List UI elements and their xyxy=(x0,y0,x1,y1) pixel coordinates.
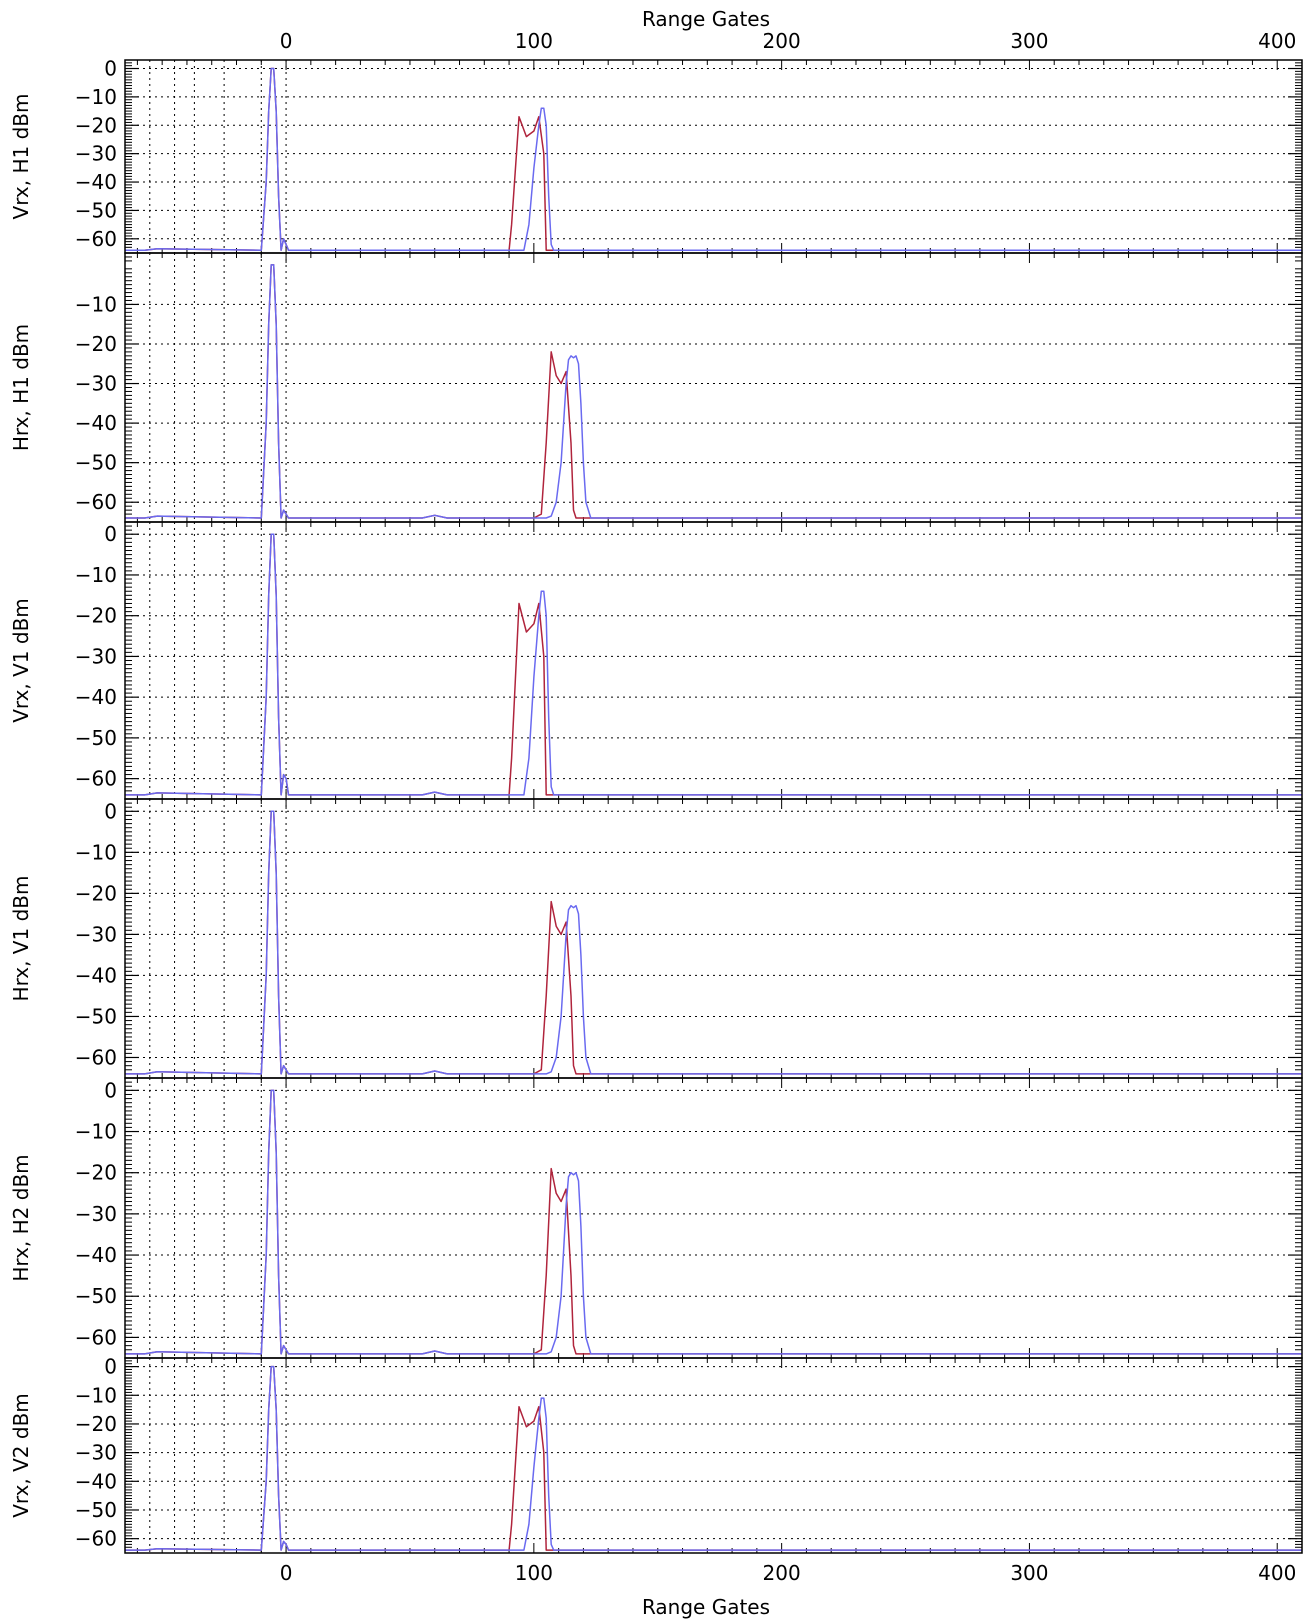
y-tick-label: −50 xyxy=(75,1284,117,1308)
y-tick-label: −60 xyxy=(75,767,117,791)
top-x-tick-label: 100 xyxy=(515,29,553,53)
y-tick-label: −60 xyxy=(75,227,117,251)
y-tick-label: −50 xyxy=(75,451,117,475)
y-tick-label: −40 xyxy=(75,1469,117,1493)
y-tick-label: −20 xyxy=(75,332,117,356)
y-tick-label: −60 xyxy=(75,1527,117,1551)
blue-series-line xyxy=(125,810,1302,1075)
y-tick-label: −10 xyxy=(75,563,117,587)
y-tick-label: −50 xyxy=(75,1498,117,1522)
blue-series-line xyxy=(125,1089,1302,1355)
panel-frame xyxy=(124,1357,1303,1554)
bottom-x-tick-label: 300 xyxy=(1010,1561,1048,1585)
y-tick-label: 0 xyxy=(104,1355,117,1379)
red-series-line xyxy=(125,1365,1302,1551)
y-tick-label: −30 xyxy=(75,372,117,396)
y-axis-label: Hrx, V1 dBm xyxy=(9,876,33,1002)
y-axis-label: Hrx, H1 dBm xyxy=(9,324,33,451)
y-tick-label: −60 xyxy=(75,1325,117,1349)
bottom-x-tick-label: 0 xyxy=(280,1561,293,1585)
panel-5: 0 −10 −20 −30 −40 −50 −60 Hrx, H2 dBm xyxy=(9,1077,1303,1359)
y-tick-label: −10 xyxy=(75,1383,117,1407)
y-tick-label: −10 xyxy=(75,292,117,316)
panel-frame xyxy=(124,798,1303,1079)
panel-2: −10 −20 −30 −40 −50 −60 Hrx, H1 dBm xyxy=(9,252,1303,523)
y-tick-label: −30 xyxy=(75,922,117,946)
top-x-axis-label: Range Gates xyxy=(642,7,770,31)
y-tick-label: −40 xyxy=(75,1243,117,1267)
y-tick-label: 0 xyxy=(104,1078,117,1102)
top-x-tick-label: 300 xyxy=(1010,29,1048,53)
y-tick-label: −40 xyxy=(75,170,117,194)
top-x-tick-label: 0 xyxy=(280,29,293,53)
top-x-tick-label: 200 xyxy=(763,29,801,53)
y-tick-label: −30 xyxy=(75,1202,117,1226)
bottom-x-tick-label: 100 xyxy=(515,1561,553,1585)
y-tick-label: −20 xyxy=(75,604,117,628)
y-tick-label: −50 xyxy=(75,198,117,222)
panel-6: 0 −10 −20 −30 −40 −50 −60 Vrx, V2 dBm xyxy=(9,1355,1303,1554)
blue-series-line xyxy=(125,67,1302,251)
panel-1: 0 −10 −20 −30 −40 −50 −60 Vrx, H1 dBm xyxy=(9,57,1303,254)
blue-series-line xyxy=(125,264,1302,519)
y-tick-label: −40 xyxy=(75,411,117,435)
y-tick-label: −30 xyxy=(75,142,117,166)
y-tick-label: −20 xyxy=(75,113,117,137)
y-axis-label: Vrx, H1 dBm xyxy=(9,94,33,220)
bottom-x-tick-label: 400 xyxy=(1258,1561,1296,1585)
y-tick-label: 0 xyxy=(104,522,117,546)
panel-frame xyxy=(124,59,1303,254)
y-tick-label: 0 xyxy=(104,799,117,823)
y-tick-label: 0 xyxy=(104,57,117,81)
y-tick-label: −20 xyxy=(75,881,117,905)
y-axis-label: Vrx, V2 dBm xyxy=(9,1393,33,1518)
y-tick-label: −20 xyxy=(75,1161,117,1185)
y-tick-label: −60 xyxy=(75,490,117,514)
bottom-x-tick-label: 200 xyxy=(763,1561,801,1585)
y-tick-label: −10 xyxy=(75,1120,117,1144)
red-series-line xyxy=(125,533,1302,796)
y-tick-label: −50 xyxy=(75,1004,117,1028)
y-tick-label: −30 xyxy=(75,1441,117,1465)
red-series-line xyxy=(125,810,1302,1075)
panel-4: 0 −10 −20 −30 −40 −50 −60 Hrx, V1 dBm xyxy=(9,798,1303,1079)
y-tick-label: −10 xyxy=(75,840,117,864)
y-tick-label: −60 xyxy=(75,1045,117,1069)
y-tick-label: −40 xyxy=(75,963,117,987)
top-x-tick-label: 400 xyxy=(1258,29,1296,53)
bottom-x-axis-label: Range Gates xyxy=(642,1595,770,1619)
y-tick-label: −20 xyxy=(75,1412,117,1436)
blue-series-line xyxy=(125,533,1302,796)
y-tick-label: −40 xyxy=(75,685,117,709)
blue-series-line xyxy=(125,1365,1302,1551)
y-tick-label: −10 xyxy=(75,85,117,109)
red-series-line xyxy=(125,67,1302,251)
y-axis-label: Vrx, V1 dBm xyxy=(9,598,33,723)
panel-3: 0 −10 −20 −30 −40 −50 −60 Vrx, V1 dBm xyxy=(9,521,1303,800)
panel-frame xyxy=(124,1077,1303,1359)
y-tick-label: −30 xyxy=(75,644,117,668)
y-tick-label: −50 xyxy=(75,726,117,750)
y-axis-label: Hrx, H2 dBm xyxy=(9,1154,33,1281)
panel-frame xyxy=(124,252,1303,523)
red-series-line xyxy=(125,1089,1302,1355)
panel-frame xyxy=(124,521,1303,800)
red-series-line xyxy=(125,264,1302,519)
